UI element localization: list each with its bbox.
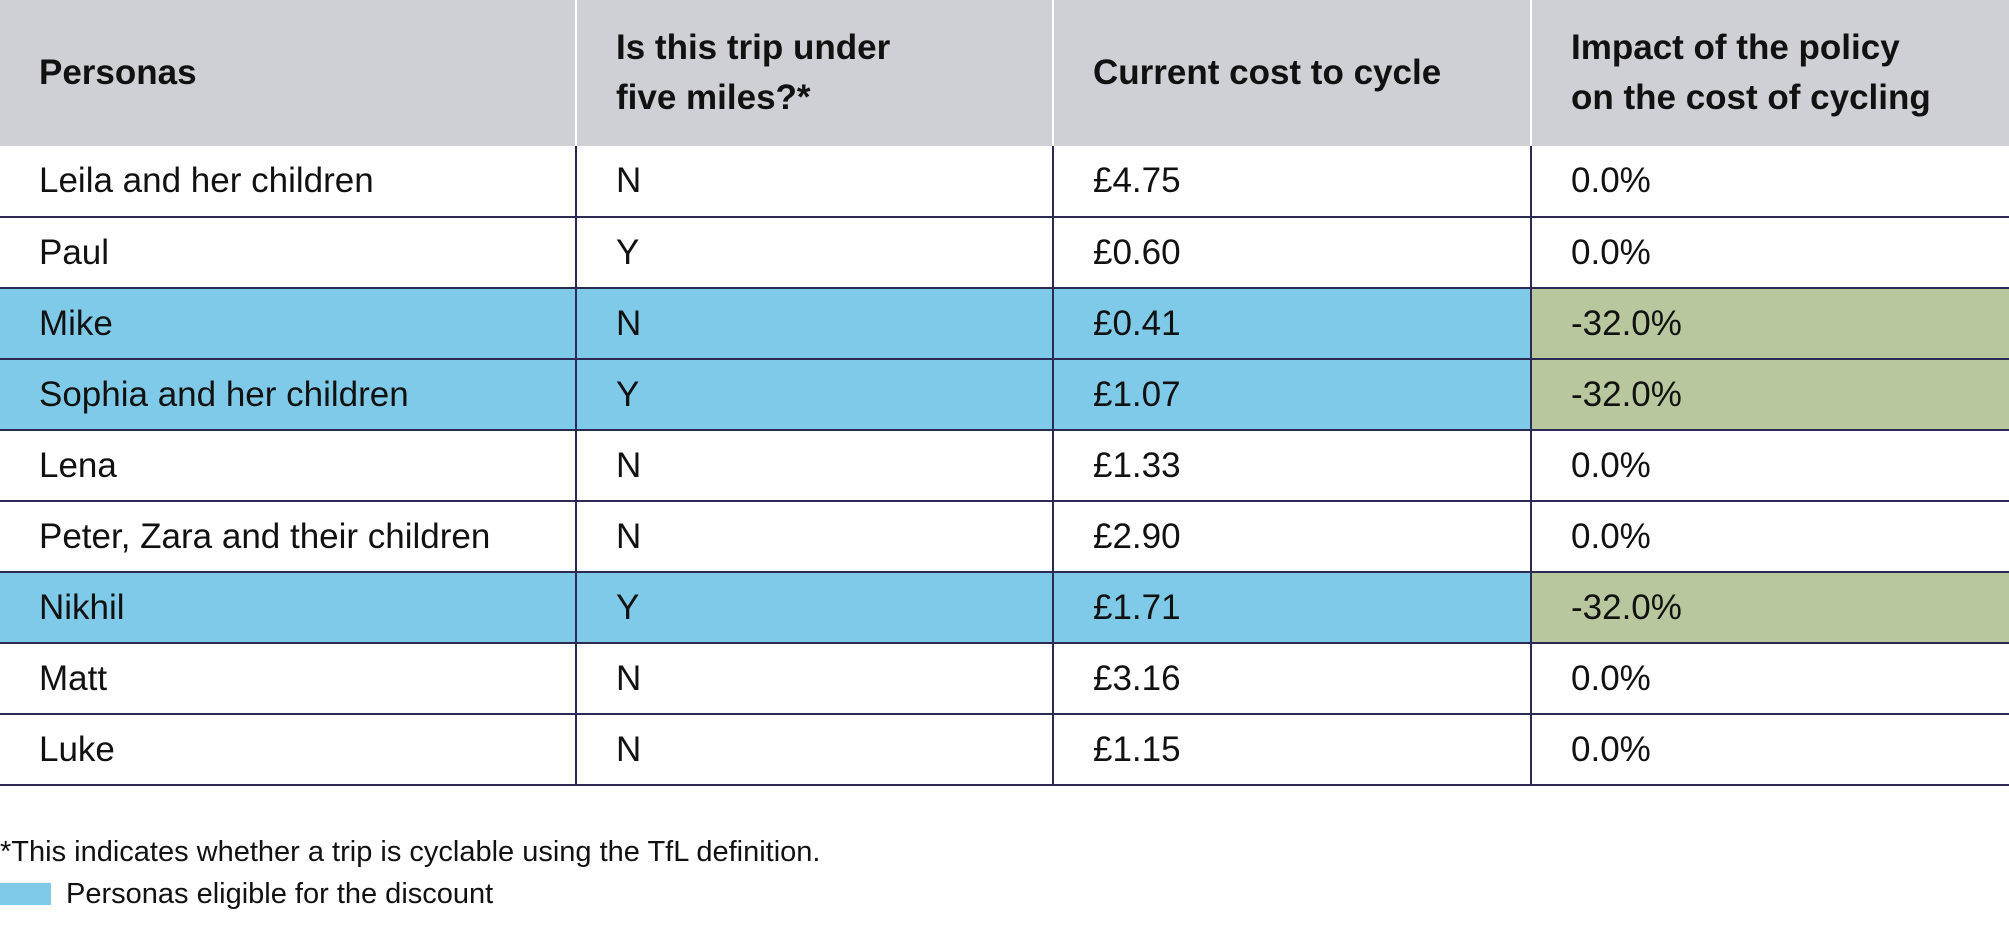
cell-under-five: Y (575, 359, 1053, 431)
table-row: Leila and her children N £4.75 0.0% (0, 146, 2009, 218)
cell-impact: 0.0% (1530, 217, 2009, 289)
cell-persona: Paul (0, 217, 576, 289)
cell-persona: Sophia and her children (0, 359, 576, 431)
cell-cost: £0.60 (1052, 217, 1531, 289)
cell-persona: Nikhil (0, 572, 576, 644)
cell-impact: -32.0% (1530, 288, 2009, 360)
cell-under-five: N (575, 714, 1053, 786)
table-row: Matt N £3.16 0.0% (0, 643, 2009, 715)
cell-persona: Lena (0, 430, 576, 502)
cell-impact: 0.0% (1530, 643, 2009, 715)
cell-persona: Peter, Zara and their children (0, 501, 576, 573)
table-row: Paul Y £0.60 0.0% (0, 217, 2009, 289)
cell-under-five: N (575, 146, 1053, 218)
footnote: *This indicates whether a trip is cyclab… (0, 836, 821, 868)
cell-under-five: N (575, 501, 1053, 573)
cell-cost: £2.90 (1052, 501, 1531, 573)
header-policy-impact: Impact of the policy on the cost of cycl… (1530, 0, 2009, 146)
cell-under-five: N (575, 643, 1053, 715)
cell-impact: 0.0% (1530, 430, 2009, 502)
cell-cost: £1.71 (1052, 572, 1531, 644)
header-current-cost: Current cost to cycle (1052, 0, 1531, 146)
cell-cost: £0.41 (1052, 288, 1531, 360)
table-body: Leila and her children N £4.75 0.0% Paul… (0, 146, 2009, 786)
cell-impact: 0.0% (1530, 146, 2009, 218)
cell-under-five: N (575, 430, 1053, 502)
persona-table-container: Personas Is this trip under five miles?*… (0, 0, 2009, 786)
header-under-five-miles-text: Is this trip under five miles?* (616, 28, 891, 117)
cell-persona: Luke (0, 714, 576, 786)
cell-impact: 0.0% (1530, 714, 2009, 786)
cell-impact: 0.0% (1530, 501, 2009, 573)
cell-cost: £3.16 (1052, 643, 1531, 715)
cell-persona: Matt (0, 643, 576, 715)
persona-cost-table: Personas Is this trip under five miles?*… (0, 0, 2009, 786)
cell-impact: -32.0% (1530, 572, 2009, 644)
cell-cost: £4.75 (1052, 146, 1531, 218)
cell-under-five: N (575, 288, 1053, 360)
table-header-row: Personas Is this trip under five miles?*… (0, 0, 2009, 146)
legend-label: Personas eligible for the discount (66, 878, 494, 910)
header-under-five-miles: Is this trip under five miles?* (575, 0, 1053, 146)
cell-impact: -32.0% (1530, 359, 2009, 431)
cell-cost: £1.15 (1052, 714, 1531, 786)
table-row: Lena N £1.33 0.0% (0, 430, 2009, 502)
table-row: Sophia and her children Y £1.07 -32.0% (0, 359, 2009, 431)
legend-swatch (0, 883, 51, 905)
legend: Personas eligible for the discount (0, 876, 493, 912)
table-row: Mike N £0.41 -32.0% (0, 288, 2009, 360)
table-row: Nikhil Y £1.71 -32.0% (0, 572, 2009, 644)
cell-under-five: Y (575, 572, 1053, 644)
cell-persona: Mike (0, 288, 576, 360)
table-row: Peter, Zara and their children N £2.90 0… (0, 501, 2009, 573)
cell-cost: £1.33 (1052, 430, 1531, 502)
cell-cost: £1.07 (1052, 359, 1531, 431)
table-row: Luke N £1.15 0.0% (0, 714, 2009, 786)
cell-under-five: Y (575, 217, 1053, 289)
header-personas: Personas (0, 0, 576, 146)
cell-persona: Leila and her children (0, 146, 576, 218)
header-policy-impact-text: Impact of the policy on the cost of cycl… (1571, 28, 1931, 117)
